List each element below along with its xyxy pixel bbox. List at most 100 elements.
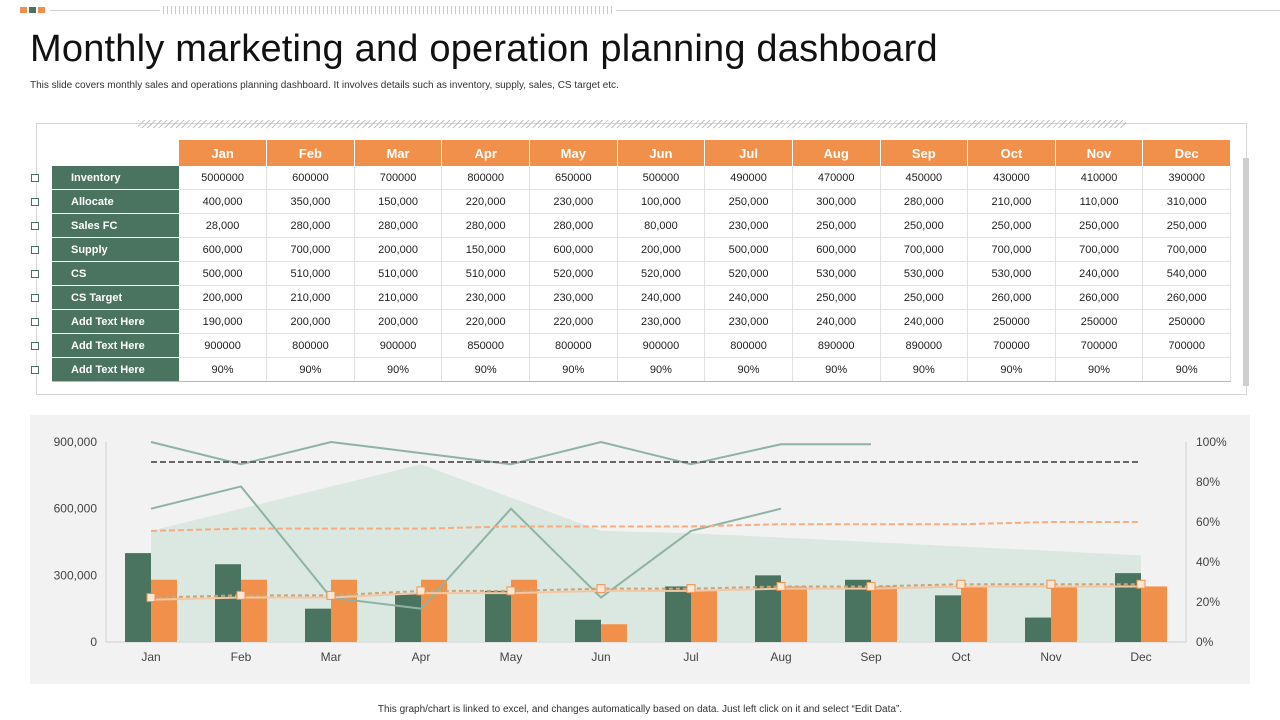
line-add-text-1 (150, 440, 871, 466)
table-cell: 200,000 (179, 285, 268, 310)
marker-cs-target (776, 581, 786, 591)
table-cell: 100,000 (617, 189, 706, 214)
bar-allocate (305, 608, 331, 642)
y2-tick-label: 20% (1196, 595, 1220, 609)
table-cell: 200,000 (354, 309, 443, 334)
row-checkbox[interactable] (31, 318, 39, 326)
marker-cs-target (686, 584, 696, 594)
table-cell: 540,000 (1142, 261, 1231, 286)
table-cell: 510,000 (354, 261, 443, 286)
table-cell: 510,000 (441, 261, 530, 286)
table-cell: 5000000 (179, 166, 268, 190)
table-cell: 260,000 (1142, 285, 1231, 310)
table-cell: 90% (266, 357, 355, 382)
table-cell: 700,000 (266, 237, 355, 262)
bar-sales-fc (241, 579, 267, 642)
table-cell: 300,000 (792, 189, 881, 214)
table-cell: 200,000 (266, 309, 355, 334)
table-cell: 90% (1055, 357, 1144, 382)
row-label: Add Text Here (52, 357, 179, 382)
row-checkbox[interactable] (31, 270, 39, 278)
month-header-apr: Apr (441, 140, 530, 166)
table-cell: 240,000 (880, 309, 969, 334)
table-cell: 520,000 (529, 261, 618, 286)
row-checkbox[interactable] (31, 174, 39, 182)
table-cell: 600000 (266, 166, 355, 190)
table-cell: 210,000 (354, 285, 443, 310)
table-cell: 90% (880, 357, 969, 382)
x-tick-label: Dec (1130, 650, 1151, 664)
table-cell: 240,000 (704, 285, 793, 310)
table-cell: 90% (1142, 357, 1231, 382)
table-row: CS 500,000 510,000 510,000 510,000 520,000 520… (52, 261, 1231, 286)
top-hatch (163, 6, 613, 14)
table-cell: 90% (179, 357, 268, 382)
table-cell: 900000 (354, 333, 443, 358)
bar-allocate (935, 595, 961, 642)
table-cell: 800000 (441, 166, 530, 190)
table-cell: 150,000 (354, 189, 443, 214)
marker-cs-target (506, 586, 516, 596)
row-checkbox[interactable] (31, 222, 39, 230)
table-cell: 900000 (617, 333, 706, 358)
table-cell: 230,000 (529, 189, 618, 214)
row-label: Supply (52, 237, 179, 262)
x-tick-label: May (500, 650, 523, 664)
table-cell: 450000 (880, 166, 969, 190)
marker-cs-target (596, 584, 606, 594)
row-checkbox[interactable] (31, 294, 39, 302)
table-row: Sales FC 28,000 280,000 280,000 280,000 280,0… (52, 213, 1231, 238)
table-cell: 220,000 (529, 309, 618, 334)
table-cell: 210,000 (266, 285, 355, 310)
row-checkbox[interactable] (31, 342, 39, 350)
marker-cs-target (416, 586, 426, 596)
bar-allocate (215, 564, 241, 642)
table-cell: 520,000 (704, 261, 793, 286)
table-scrollbar[interactable] (1243, 158, 1249, 386)
table-row: Supply 600,000 700,000 200,000 150,000 600,00… (52, 237, 1231, 262)
table-cell: 80,000 (617, 213, 706, 238)
row-checkbox[interactable] (31, 246, 39, 254)
line-supply (150, 485, 782, 610)
table-cell: 250,000 (704, 189, 793, 214)
table-header-row: Jan Feb Mar Apr May Jun Jul Aug Sep Oct Nov Dec (52, 140, 1231, 166)
x-tick-label: Feb (231, 650, 252, 664)
table-cell: 280,000 (354, 213, 443, 238)
month-header-jan: Jan (179, 140, 268, 166)
table-cell: 530,000 (967, 261, 1056, 286)
month-header-mar: Mar (354, 140, 443, 166)
x-tick-label: Sep (860, 650, 882, 664)
page-title: Monthly marketing and operation planning… (30, 28, 938, 70)
marker-cs-target (146, 593, 156, 603)
row-checkbox[interactable] (31, 198, 39, 206)
x-tick-label: Oct (952, 650, 971, 664)
x-tick-label: Jan (141, 650, 160, 664)
row-checkbox[interactable] (31, 366, 39, 374)
table-cell: 250,000 (880, 213, 969, 238)
y2-tick-label: 0% (1196, 635, 1214, 649)
table-cell: 230,000 (704, 213, 793, 238)
table-cell: 250000 (1142, 309, 1231, 334)
table-cell: 600,000 (529, 237, 618, 262)
table-cell: 260,000 (967, 285, 1056, 310)
y2-tick-label: 80% (1196, 475, 1220, 489)
top-divider-right (616, 10, 1280, 11)
x-tick-label: Apr (412, 650, 431, 664)
table-hatch (138, 120, 1126, 128)
table-cell: 600,000 (179, 237, 268, 262)
bar-allocate (1025, 617, 1051, 642)
table-cell: 240,000 (1055, 261, 1144, 286)
x-tick-label: Jun (591, 650, 610, 664)
table-cell: 250,000 (792, 285, 881, 310)
table-cell: 310,000 (1142, 189, 1231, 214)
table-body: Inventory 5000000 600000 700000 800000 650000… (52, 166, 1231, 382)
table-cell: 500,000 (704, 237, 793, 262)
inventory-area (151, 464, 1141, 642)
table-cell: 200,000 (617, 237, 706, 262)
table-cell: 90% (529, 357, 618, 382)
table-cell: 600,000 (792, 237, 881, 262)
table-cell: 260,000 (1055, 285, 1144, 310)
bar-sales-fc (871, 586, 897, 642)
row-label: CS (52, 261, 179, 286)
